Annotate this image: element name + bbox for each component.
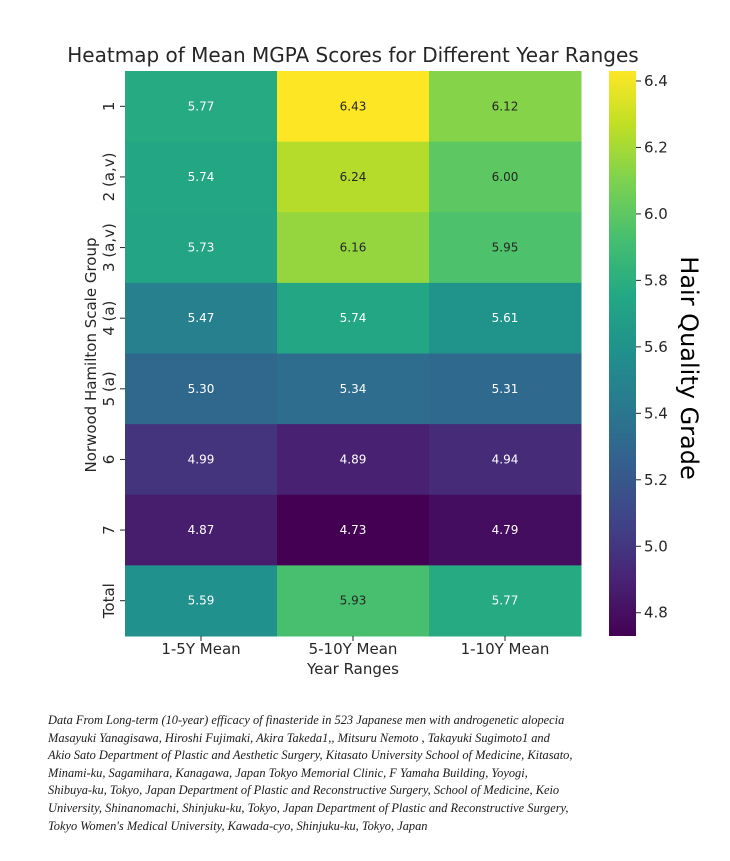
heatmap-cell bbox=[125, 71, 278, 143]
cell-value-label: 5.61 bbox=[492, 311, 519, 325]
cell-value-label: 5.77 bbox=[492, 594, 519, 608]
cell-value-label: 4.89 bbox=[340, 452, 367, 466]
colorbar: 4.8 5.0 5.2 5.4 5.6 5.8 6.0 6.2 6.4 bbox=[609, 71, 668, 636]
heatmap-cell bbox=[429, 424, 582, 496]
cell-value-label: 4.99 bbox=[188, 452, 215, 466]
heatmap-cell bbox=[277, 494, 430, 566]
heatmap-cell bbox=[277, 141, 430, 213]
cell-value-label: 5.73 bbox=[188, 241, 215, 255]
cell-value-label: 4.87 bbox=[188, 523, 215, 537]
heatmap-chart: Heatmap of Mean MGPA Scores for Differen… bbox=[67, 43, 703, 678]
heatmap-cell bbox=[429, 282, 582, 354]
y-tick-label: 2 (a,v) bbox=[100, 153, 118, 202]
cell-value-label: 6.43 bbox=[340, 99, 367, 113]
cell-value-label: 5.47 bbox=[188, 311, 215, 325]
colorbar-tick-label: 6.2 bbox=[644, 138, 668, 156]
cell-value-label: 4.94 bbox=[492, 452, 519, 466]
colorbar-tick-label: 4.8 bbox=[644, 604, 668, 622]
colorbar-tick-label: 6.0 bbox=[644, 205, 668, 223]
heatmap-cell bbox=[125, 565, 278, 637]
x-tick-label: 1-5Y Mean bbox=[161, 640, 240, 658]
colorbar-tick-label: 5.6 bbox=[644, 338, 668, 356]
cell-value-label: 5.74 bbox=[188, 170, 215, 184]
colorbar-tick-label: 5.2 bbox=[644, 471, 668, 489]
heatmap-cell bbox=[429, 71, 582, 143]
source-line: Minami-ku, Sagamihara, Kanagawa, Japan T… bbox=[48, 765, 528, 780]
cell-value-label: 4.79 bbox=[492, 523, 519, 537]
y-tick-label: 5 (a) bbox=[100, 371, 118, 406]
y-tick-label: 1 bbox=[100, 102, 118, 112]
heatmap-cell bbox=[125, 212, 278, 284]
cell-value-label: 6.00 bbox=[492, 170, 519, 184]
colorbar-tick-label: 6.4 bbox=[644, 72, 668, 90]
x-tick-label: 1-10Y Mean bbox=[461, 640, 550, 658]
heatmap-cell bbox=[429, 141, 582, 213]
source-note: Data From Long-term (10-year) efficacy o… bbox=[48, 712, 688, 835]
heatmap-cell bbox=[277, 424, 430, 496]
y-tick-label: 3 (a,v) bbox=[100, 223, 118, 272]
source-line: Shibuya-ku, Tokyo, Japan Department of P… bbox=[48, 783, 560, 798]
heatmap-cell bbox=[429, 565, 582, 637]
heatmap-cells: 5.77 6.43 6.12 5.74 6.24 6.00 5.73 6.16 5.95 5.47… bbox=[125, 71, 582, 637]
colorbar-tick-label: 5.4 bbox=[644, 404, 668, 422]
chart-title: Heatmap of Mean MGPA Scores for Differen… bbox=[67, 43, 638, 67]
heatmap-cell bbox=[125, 494, 278, 566]
heatmap-cell bbox=[429, 353, 582, 425]
cell-value-label: 6.12 bbox=[492, 99, 519, 113]
source-line: Data From Long-term (10-year) efficacy o… bbox=[48, 713, 565, 727]
source-line: Masayuki Yanagisawa, Hiroshi Fujimaki, A… bbox=[48, 730, 550, 745]
x-axis-label: Year Ranges bbox=[306, 660, 399, 678]
y-axis-label: Norwood Hamilton Scale Group bbox=[82, 237, 100, 472]
source-line: University, Shinanomachi, Shinjuku-ku, T… bbox=[48, 800, 569, 815]
y-tick-label: 6 bbox=[100, 455, 118, 465]
cell-value-label: 5.77 bbox=[188, 99, 215, 113]
source-line: Tokyo Women's Medical University, Kawada… bbox=[48, 818, 428, 833]
heatmap-cell bbox=[125, 141, 278, 213]
cell-value-label: 5.31 bbox=[492, 382, 519, 396]
x-tick-labels: 1-5Y Mean 5-10Y Mean 1-10Y Mean bbox=[161, 636, 549, 658]
cell-value-label: 6.24 bbox=[340, 170, 367, 184]
y-tick-labels: 1 2 (a,v) 3 (a,v) 4 (a) 5 (a) 6 7 Total bbox=[100, 102, 125, 619]
heatmap-cell bbox=[125, 353, 278, 425]
colorbar-tick-label: 5.8 bbox=[644, 271, 668, 289]
y-tick-label: 4 (a) bbox=[100, 301, 118, 336]
cell-value-label: 5.95 bbox=[492, 241, 519, 255]
heatmap-cell bbox=[277, 282, 430, 354]
heatmap-cell bbox=[277, 353, 430, 425]
colorbar-label: Hair Quality Grade bbox=[675, 256, 703, 479]
cell-value-label: 5.30 bbox=[188, 382, 215, 396]
cell-value-label: 5.93 bbox=[340, 594, 367, 608]
heatmap-cell bbox=[429, 494, 582, 566]
colorbar-tick-label: 5.0 bbox=[644, 537, 668, 555]
cell-value-label: 4.73 bbox=[340, 523, 367, 537]
y-tick-label: Total bbox=[100, 583, 118, 619]
heatmap-cell bbox=[125, 282, 278, 354]
heatmap-cell bbox=[429, 212, 582, 284]
heatmap-cell bbox=[125, 424, 278, 496]
cell-value-label: 5.34 bbox=[340, 382, 367, 396]
y-tick-label: 7 bbox=[100, 525, 118, 535]
cell-value-label: 5.74 bbox=[340, 311, 367, 325]
cell-value-label: 5.59 bbox=[188, 594, 215, 608]
source-line: Akio Sato Department of Plastic and Aest… bbox=[48, 748, 573, 763]
cell-value-label: 6.16 bbox=[340, 241, 367, 255]
x-tick-label: 5-10Y Mean bbox=[309, 640, 398, 658]
heatmap-cell bbox=[277, 565, 430, 637]
heatmap-cell bbox=[277, 71, 430, 143]
colorbar-gradient bbox=[609, 71, 636, 636]
heatmap-cell bbox=[277, 212, 430, 284]
